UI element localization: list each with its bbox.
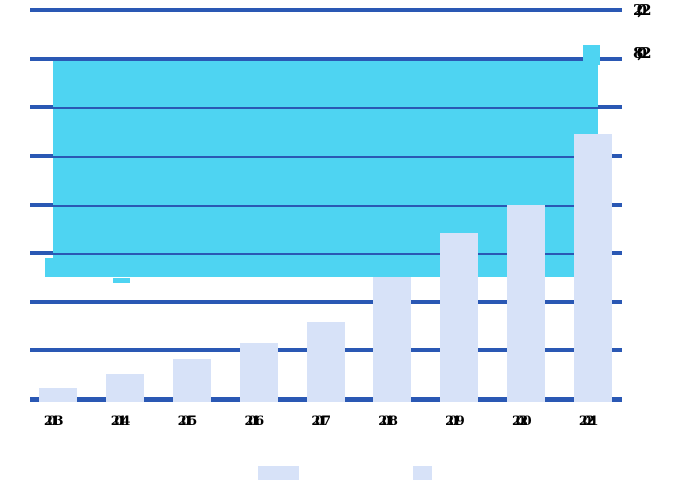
thin-gridline	[53, 58, 598, 61]
bar	[440, 232, 479, 402]
bar	[39, 388, 77, 402]
bar	[306, 322, 345, 402]
bar	[105, 373, 144, 402]
x-axis-label: 2020	[512, 414, 532, 429]
gridline	[30, 8, 622, 13]
x-axis-label: 2016	[244, 414, 265, 429]
thin-gridline	[53, 156, 598, 158]
x-axis-label: 2018	[378, 414, 398, 429]
x-axis-label: 2015	[177, 414, 198, 429]
band-start-cap	[45, 258, 53, 278]
legend-swatch	[413, 466, 432, 480]
thin-gridline	[53, 253, 598, 256]
x-axis-label: 2021	[578, 414, 599, 429]
x-axis-label: 2017	[311, 414, 331, 429]
bar	[172, 359, 211, 402]
bar	[239, 343, 278, 402]
x-axis-label: 2019	[445, 414, 465, 429]
gridline	[30, 299, 622, 304]
band-bottom-tab	[113, 277, 130, 284]
bar	[507, 204, 546, 402]
bar	[373, 276, 412, 402]
legend-swatch	[258, 466, 299, 480]
thin-gridline	[53, 107, 598, 110]
bar	[574, 134, 612, 402]
x-axis-label: 2014	[110, 414, 131, 429]
band-end-marker	[583, 45, 600, 66]
thin-gridline	[53, 204, 598, 207]
x-axis-label: 2013	[43, 414, 64, 429]
